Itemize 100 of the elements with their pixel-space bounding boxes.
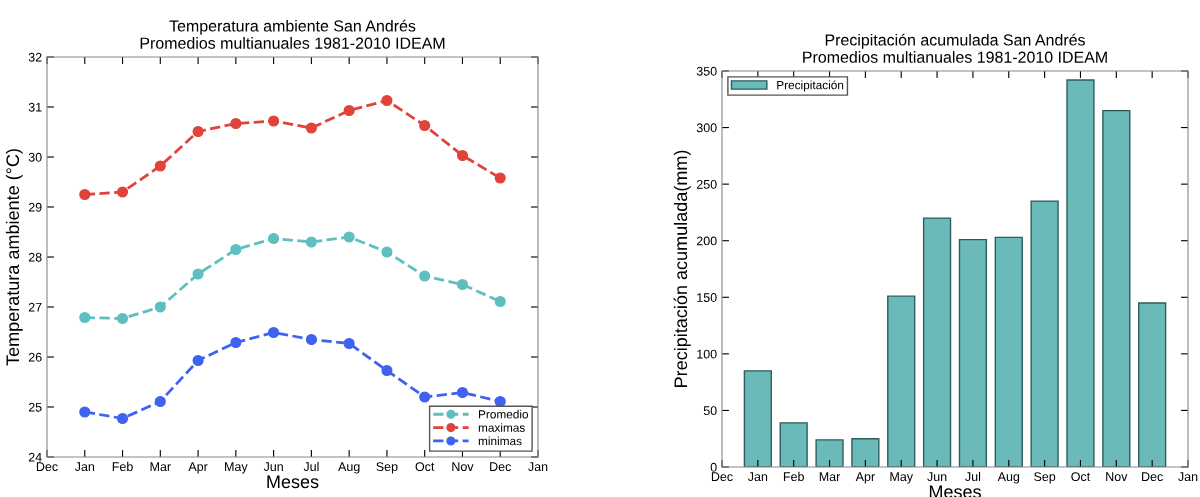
bar — [851, 438, 880, 467]
y-tick-label: 150 — [697, 293, 717, 302]
point — [494, 172, 506, 184]
point — [154, 395, 166, 408]
point — [79, 406, 91, 418]
x-tick-label: Jan — [528, 462, 548, 472]
x-tick-label: Nov — [1106, 472, 1128, 482]
x-tick-label: Jul — [965, 471, 981, 482]
point — [154, 160, 166, 172]
x-tick-label: Jan — [74, 462, 95, 472]
x-tick-label: Nov — [452, 462, 474, 472]
y-tick-label: 300 — [696, 123, 717, 133]
point — [343, 104, 355, 117]
point — [456, 386, 469, 399]
y-tick-label: 30 — [28, 152, 42, 162]
x-tick-label: Oct — [415, 462, 435, 472]
point — [192, 354, 204, 367]
point — [230, 243, 242, 256]
bar — [994, 236, 1023, 467]
bar — [1066, 79, 1095, 467]
point — [79, 188, 91, 201]
bar — [1138, 302, 1167, 467]
y-tick-label: 28 — [28, 252, 42, 262]
x-tick-label: Sep — [376, 462, 398, 474]
bar — [743, 370, 772, 467]
point — [456, 149, 469, 162]
y-tick-label: 50 — [703, 406, 717, 416]
bar — [1030, 200, 1059, 467]
bar — [779, 422, 808, 467]
point — [305, 122, 317, 134]
y-tick-label: 25 — [28, 402, 42, 412]
y-tick-label: 250 — [696, 179, 717, 189]
x-tick-label: Jun — [927, 472, 947, 482]
bar — [922, 217, 952, 467]
legend-label: Promedio — [479, 409, 529, 419]
point — [305, 333, 317, 346]
legend-label: maximas — [478, 423, 525, 432]
x-tick-label: Dec — [711, 472, 733, 482]
x-axis-title: Meses — [267, 475, 319, 489]
x-tick-label: Mar — [150, 462, 171, 472]
point — [116, 412, 129, 425]
x-tick-label: Oct — [1071, 472, 1091, 482]
point — [419, 391, 431, 403]
y-tick-label: 0 — [710, 462, 717, 472]
point — [381, 246, 393, 258]
point — [381, 94, 393, 107]
x-tick-label: Feb — [112, 461, 133, 472]
point — [268, 326, 280, 339]
point — [79, 311, 91, 324]
x-tick-label: Apr — [188, 462, 208, 474]
point — [116, 186, 129, 198]
legend-label: Precipitación — [777, 80, 844, 92]
point — [381, 364, 393, 377]
point — [230, 336, 242, 349]
bar — [958, 238, 988, 467]
point — [419, 270, 431, 282]
y-tick-label: 31 — [28, 102, 42, 112]
point — [343, 337, 355, 350]
x-tick-label: Jul — [303, 461, 319, 472]
point — [116, 312, 129, 325]
x-tick-label: Mar — [819, 472, 841, 482]
y-axis-title: Temperatura ambiente (°C) — [5, 149, 23, 366]
point — [154, 301, 166, 313]
y-tick-label: 24 — [28, 452, 42, 462]
x-tick-label: Aug — [338, 462, 360, 474]
x-tick-label: Jan — [1178, 472, 1198, 482]
point — [268, 115, 280, 127]
point — [456, 278, 469, 291]
x-tick-label: Sep — [1034, 472, 1056, 484]
chart-title: Temperatura ambiente San Andrés Promedios multianuales 1981-2010 IDEAM — [140, 19, 445, 49]
point — [192, 268, 204, 280]
x-tick-label: Jan — [747, 472, 768, 482]
x-tick-label: Dec — [1142, 472, 1163, 482]
y-axis-title: Precipitación acumulada(mm) — [673, 150, 691, 387]
y-tick-label: 27 — [28, 302, 42, 312]
x-tick-label: Dec — [36, 462, 58, 472]
bar — [887, 295, 916, 467]
point — [494, 295, 506, 308]
legend-label: minimas — [478, 436, 522, 446]
bar — [1102, 109, 1131, 467]
point — [305, 236, 317, 248]
x-tick-label: Dec — [490, 462, 512, 472]
y-tick-label: 100 — [697, 349, 717, 359]
point — [230, 117, 242, 130]
bar — [815, 439, 844, 467]
y-tick-label: 29 — [28, 202, 42, 212]
x-tick-label: Aug — [997, 472, 1020, 484]
chart-title: Precipitación acumulada San Andrés Promedios multianuales 1981-2010 IDEAM — [803, 33, 1107, 63]
point — [192, 125, 204, 138]
y-tick-label: 26 — [28, 352, 42, 362]
x-tick-label: Jun — [263, 462, 283, 472]
x-tick-label: Apr — [855, 472, 875, 484]
point — [419, 119, 431, 132]
x-tick-label: May — [225, 462, 248, 474]
y-tick-label: 350 — [696, 66, 717, 76]
point — [268, 232, 280, 245]
x-tick-label: Feb — [783, 471, 804, 482]
x-tick-label: May — [890, 472, 914, 484]
point — [343, 231, 355, 243]
y-tick-label: 32 — [28, 52, 42, 62]
